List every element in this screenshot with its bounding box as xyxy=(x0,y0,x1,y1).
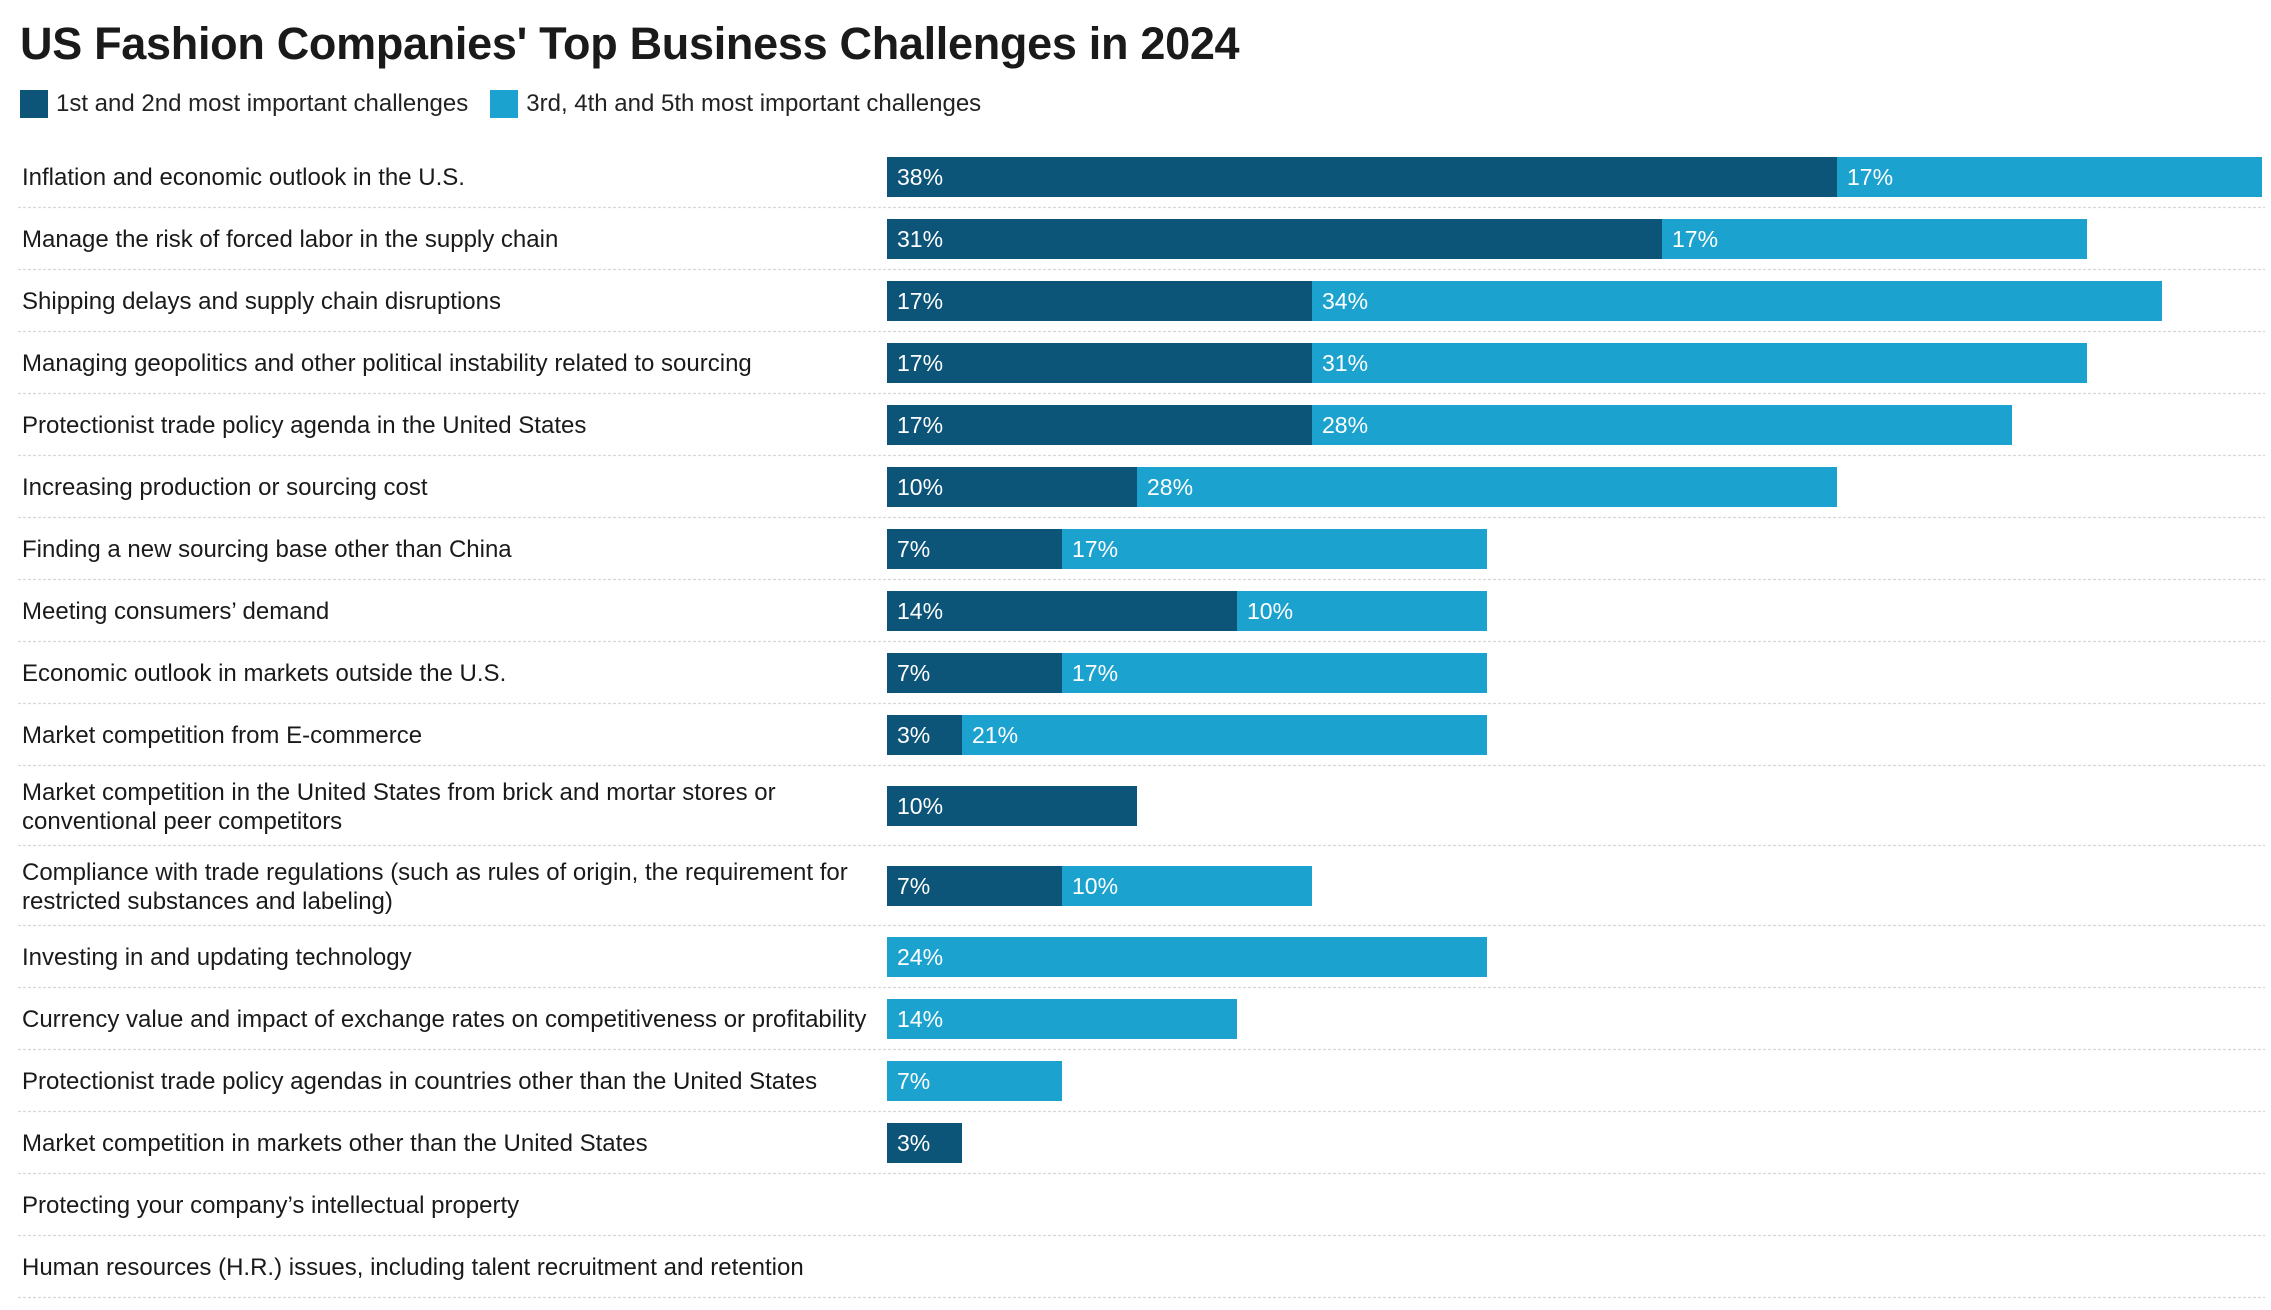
data-label-secondary: 21% xyxy=(972,722,1018,748)
bar-segment-secondary xyxy=(1662,219,2087,259)
bar-segment-primary xyxy=(887,786,1137,826)
category-label-line: Market competition in the United States … xyxy=(22,779,776,806)
category-label-line: conventional peer competitors xyxy=(22,808,342,835)
category-label: Market competition from E-commerce xyxy=(22,722,422,749)
data-label-secondary: 17% xyxy=(1672,226,1718,252)
bar-segment-primary xyxy=(887,467,1137,507)
bar-segment-secondary xyxy=(962,715,1487,755)
category-label-line: restricted substances and labeling) xyxy=(22,888,393,915)
category-label: Market competition in the United States … xyxy=(22,779,776,835)
category-label: Meeting consumers’ demand xyxy=(22,598,329,625)
bar-segment-primary xyxy=(887,219,1662,259)
data-label-primary: 17% xyxy=(897,412,943,438)
legend-swatch-secondary xyxy=(490,90,519,118)
data-label-primary: 7% xyxy=(897,873,930,899)
data-label-primary: 3% xyxy=(897,722,930,748)
legend-item-primary: 1st and 2nd most important challenges xyxy=(20,90,468,118)
data-label-secondary: 14% xyxy=(897,1006,943,1032)
bar-segment-secondary xyxy=(1137,467,1837,507)
data-label-primary: 3% xyxy=(897,1130,930,1156)
legend-label-primary: 1st and 2nd most important challenges xyxy=(56,90,469,117)
bar-segment-primary xyxy=(887,653,1062,693)
category-label: Economic outlook in markets outside the … xyxy=(22,660,506,687)
bar-segment-secondary xyxy=(1312,343,2087,383)
bar-segment-primary xyxy=(887,1123,962,1163)
chart-legend: 1st and 2nd most important challenges 3r… xyxy=(20,90,1003,118)
data-label-secondary: 28% xyxy=(1147,474,1193,500)
bar-segment-primary xyxy=(887,866,1062,906)
category-label: Managing geopolitics and other political… xyxy=(22,350,752,377)
data-label-secondary: 34% xyxy=(1322,288,1368,314)
bar-segment-primary xyxy=(887,405,1312,445)
legend-item-secondary: 3rd, 4th and 5th most important challeng… xyxy=(490,90,981,118)
bar-segment-secondary xyxy=(1062,529,1487,569)
bar-segment-primary xyxy=(887,343,1312,383)
category-label: Protectionist trade policy agenda in the… xyxy=(22,412,586,439)
category-label: Investing in and updating technology xyxy=(22,944,412,971)
data-label-primary: 7% xyxy=(897,660,930,686)
category-label: Inflation and economic outlook in the U.… xyxy=(22,164,465,191)
bar-segment-secondary xyxy=(1237,591,1487,631)
data-label-secondary: 7% xyxy=(897,1068,930,1094)
bar-segment-secondary xyxy=(1062,653,1487,693)
category-label: Protectionist trade policy agendas in co… xyxy=(22,1068,817,1095)
data-label-primary: 31% xyxy=(897,226,943,252)
category-label: Shipping delays and supply chain disrupt… xyxy=(22,288,501,315)
category-label: Market competition in markets other than… xyxy=(22,1130,648,1157)
data-label-primary: 17% xyxy=(897,350,943,376)
data-label-secondary: 10% xyxy=(1247,598,1293,624)
legend-swatch-primary xyxy=(20,90,48,118)
bar-segment-secondary xyxy=(1312,281,2162,321)
bar-segment-secondary xyxy=(1312,405,2012,445)
bar-segment-primary xyxy=(887,281,1312,321)
category-label-line: Compliance with trade regulations (such … xyxy=(22,859,848,886)
bar-segment-primary xyxy=(887,591,1237,631)
data-label-secondary: 10% xyxy=(1072,873,1118,899)
data-label-secondary: 24% xyxy=(897,944,943,970)
data-label-primary: 10% xyxy=(897,474,943,500)
data-label-secondary: 17% xyxy=(1072,660,1118,686)
data-label-primary: 17% xyxy=(897,288,943,314)
category-label: Manage the risk of forced labor in the s… xyxy=(22,226,558,253)
bar-segment-secondary xyxy=(887,999,1237,1039)
category-label: Currency value and impact of exchange ra… xyxy=(22,1006,866,1033)
bar-segment-secondary xyxy=(1062,866,1312,906)
category-label: Protecting your company’s intellectual p… xyxy=(22,1192,519,1219)
data-label-secondary: 28% xyxy=(1322,412,1368,438)
data-label-primary: 14% xyxy=(897,598,943,624)
category-label: Human resources (H.R.) issues, including… xyxy=(22,1254,804,1281)
bar-segment-primary xyxy=(887,157,1837,197)
category-label: Finding a new sourcing base other than C… xyxy=(22,536,512,563)
data-label-primary: 10% xyxy=(897,793,943,819)
data-label-primary: 7% xyxy=(897,536,930,562)
data-label-secondary: 31% xyxy=(1322,350,1368,376)
legend-label-secondary: 3rd, 4th and 5th most important challeng… xyxy=(526,90,982,117)
bar-segment-primary xyxy=(887,715,962,755)
bar-segment-secondary xyxy=(1837,157,2262,197)
bar-segment-primary xyxy=(887,529,1062,569)
data-label-primary: 38% xyxy=(897,164,943,190)
bar-segment-secondary xyxy=(887,937,1487,977)
bar-segment-secondary xyxy=(887,1061,1062,1101)
chart-title: US Fashion Companies' Top Business Chall… xyxy=(20,18,1240,69)
category-label: Increasing production or sourcing cost xyxy=(22,474,428,501)
category-label: Compliance with trade regulations (such … xyxy=(22,859,848,915)
data-label-secondary: 17% xyxy=(1847,164,1893,190)
data-label-secondary: 17% xyxy=(1072,536,1118,562)
